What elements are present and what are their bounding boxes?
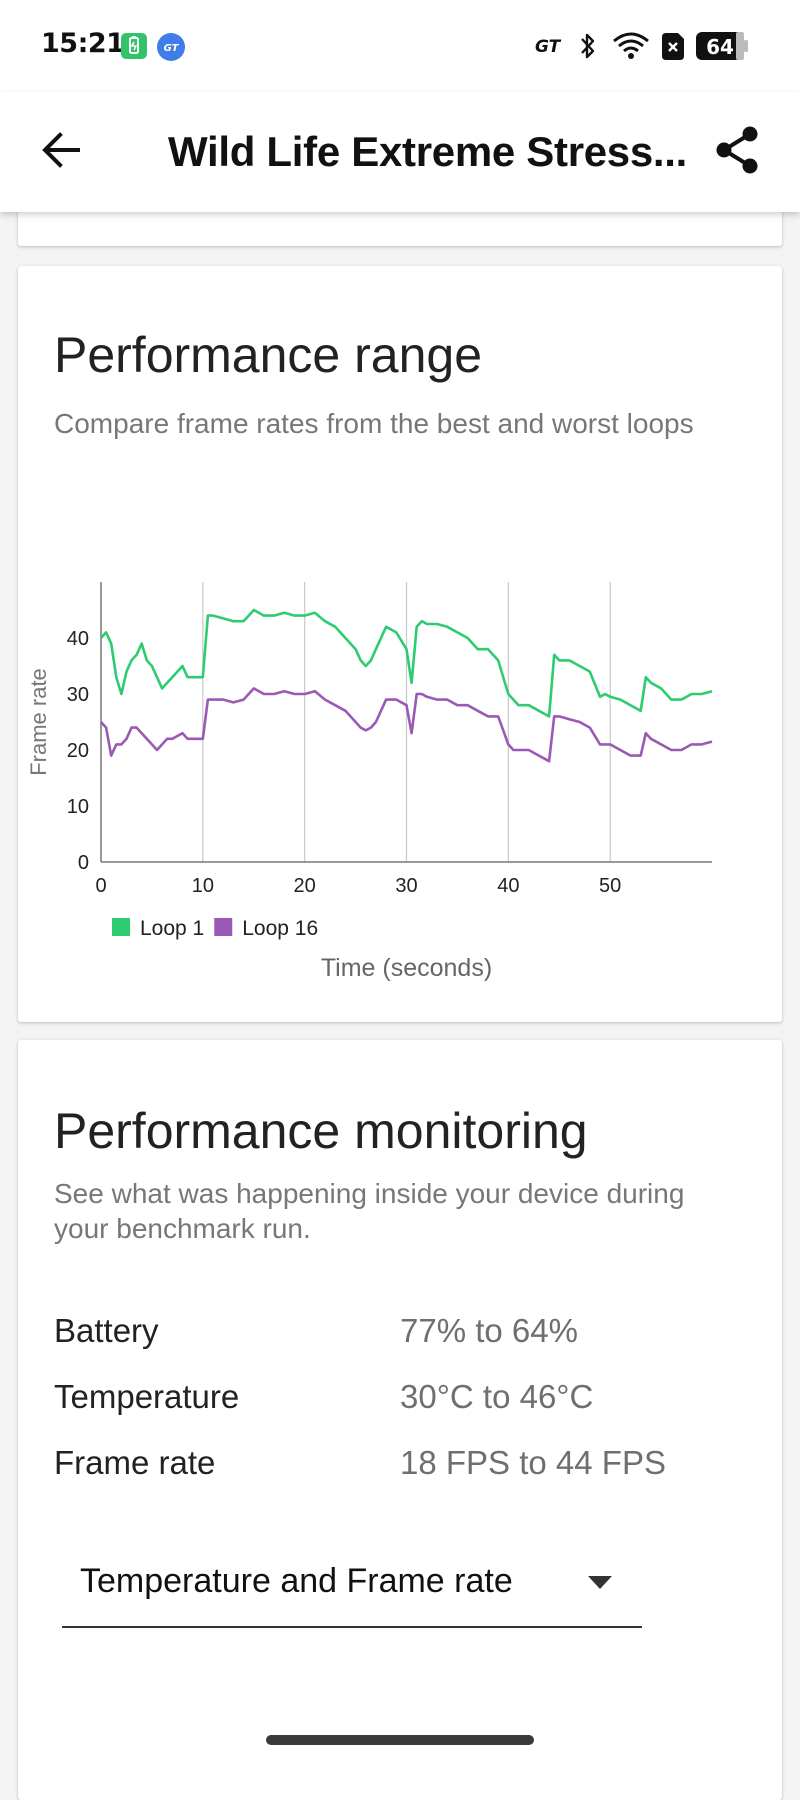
monitoring-y-tick-label: 50 bbox=[68, 1738, 88, 1740]
legend-label: Loop 1 bbox=[140, 917, 204, 940]
performance-range-subtitle: Compare frame rates from the best and wo… bbox=[54, 408, 694, 439]
y-tick-label: 30 bbox=[67, 684, 89, 706]
wifi-icon bbox=[613, 32, 649, 59]
legend-label: Loop 16 bbox=[242, 917, 318, 940]
battery-saver-icon bbox=[121, 33, 147, 59]
x-axis-label: Time (seconds) bbox=[321, 954, 492, 982]
y-tick-label: 10 bbox=[67, 796, 89, 818]
frame-rate-chart: 0 10 20 30 40 50 0 10 20 30 40 Frame rate Time (seco… bbox=[26, 582, 713, 982]
y-tick-label: 0 bbox=[78, 852, 89, 874]
battery-label: Battery bbox=[54, 1312, 159, 1349]
x-tick-label: 50 bbox=[599, 875, 621, 897]
dropdown-selected-value: Temperature and Frame rate bbox=[80, 1562, 513, 1600]
y-tick-label: 40 bbox=[67, 628, 89, 650]
status-time: 15:21 bbox=[41, 28, 125, 59]
x-tick-label: 0 bbox=[95, 875, 106, 897]
monitoring-chart-preview: 50 bbox=[68, 1738, 88, 1740]
series-line-2 bbox=[100, 687, 713, 763]
temperature-label: Temperature bbox=[54, 1378, 240, 1415]
performance-monitoring-card: Performance monitoring See what was happ… bbox=[18, 1040, 782, 1800]
performance-monitoring-subtitle: See what was happening inside your devic… bbox=[54, 1178, 685, 1244]
legend-swatch-2 bbox=[214, 918, 233, 936]
bluetooth-icon bbox=[581, 33, 595, 59]
performance-monitoring-title: Performance monitoring bbox=[54, 1103, 588, 1159]
dropdown-arrow-icon bbox=[588, 1576, 612, 1589]
svg-text:GT: GT bbox=[164, 43, 180, 54]
x-tick-label: 40 bbox=[497, 875, 519, 897]
frame-rate-value: 18 FPS to 44 FPS bbox=[400, 1444, 666, 1481]
legend-swatch-1 bbox=[112, 918, 130, 936]
gt-badge-icon: GT bbox=[157, 33, 185, 61]
svg-text:GT: GT bbox=[535, 37, 562, 56]
gesture-navigation-handle[interactable] bbox=[266, 1735, 534, 1745]
performance-range-card: Performance range Compare frame rates fr… bbox=[18, 266, 782, 1022]
battery-icon: 64 bbox=[696, 32, 748, 60]
page-title: Wild Life Extreme Stress... bbox=[168, 128, 688, 175]
battery-level: 64 bbox=[706, 35, 734, 59]
series-line-1 bbox=[100, 608, 713, 718]
back-arrow-icon[interactable] bbox=[36, 122, 92, 178]
performance-range-title: Performance range bbox=[54, 327, 483, 383]
sim-off-icon bbox=[662, 33, 684, 60]
share-icon[interactable] bbox=[712, 124, 764, 176]
x-tick-label: 30 bbox=[395, 875, 417, 897]
frame-rate-label: Frame rate bbox=[54, 1444, 216, 1481]
app-bar: Wild Life Extreme Stress... bbox=[0, 92, 800, 212]
gt-mode-icon: GT bbox=[535, 37, 562, 56]
chart-type-dropdown[interactable]: Temperature and Frame rate bbox=[62, 1540, 642, 1628]
status-bar: 15:21 GT GT 64 bbox=[0, 0, 800, 92]
temperature-value: 30°C to 46°C bbox=[400, 1378, 594, 1415]
x-tick-label: 20 bbox=[294, 875, 316, 897]
y-tick-label: 20 bbox=[67, 740, 89, 762]
battery-value: 77% to 64% bbox=[400, 1312, 578, 1349]
y-axis-label: Frame rate bbox=[26, 668, 51, 776]
x-tick-label: 10 bbox=[192, 875, 214, 897]
